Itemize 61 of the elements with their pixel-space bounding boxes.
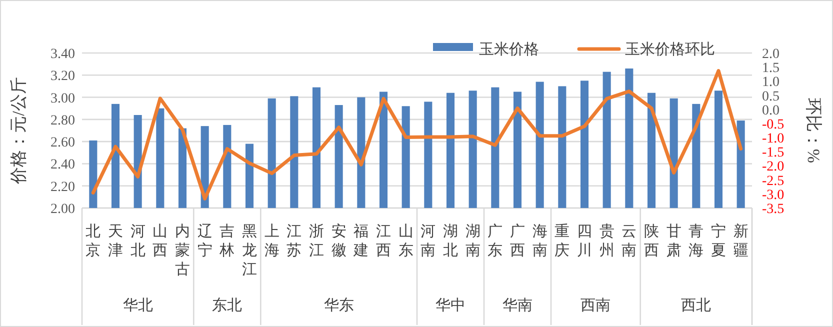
y2-tick-label: 1.0 — [762, 75, 780, 90]
x-tick-label: 广西 — [510, 223, 525, 259]
x-tick-label: 云南 — [622, 224, 637, 259]
x-tick-label: 湖北 — [443, 223, 458, 259]
legend-label: 玉米价格环比 — [625, 41, 715, 58]
x-tick-label: 福建 — [352, 223, 369, 259]
x-tick-label: 北京 — [86, 223, 101, 259]
y2-tick-label: -3.5 — [762, 202, 784, 217]
x-tick-label: 山东 — [398, 223, 414, 259]
y-tick-label: 3.00 — [50, 91, 75, 106]
x-tick-label: 重庆 — [554, 223, 570, 259]
x-tick-label: 内蒙古 — [175, 223, 190, 278]
x-tick-label: 上海 — [264, 223, 280, 259]
y-tick-label: 2.20 — [50, 180, 75, 195]
legend-label: 玉米价格 — [479, 41, 539, 58]
x-tick-label: 江苏 — [286, 223, 302, 259]
y2-tick-label: -0.5 — [762, 117, 784, 132]
x-tick-label: 吉林 — [218, 223, 235, 259]
y-axis-title: 价格：元/公斤 — [9, 77, 28, 185]
x-tick-label: 河北 — [130, 223, 146, 259]
x-tick-label: 江西 — [376, 223, 391, 259]
x-tick-label: 黑龙江 — [242, 224, 257, 278]
y2-tick-label: -1.5 — [762, 146, 784, 161]
y-tick-label: 2.60 — [50, 136, 75, 151]
x-tick-label: 海南 — [532, 223, 548, 259]
x-tick-label: 浙江 — [309, 223, 324, 259]
text: 华中 — [436, 297, 466, 314]
x-tick-label: 天津 — [108, 224, 123, 259]
y-tick-label: 2.40 — [50, 158, 75, 173]
x-tick-label: 甘肃 — [666, 223, 682, 259]
y-tick-label: 3.40 — [50, 47, 75, 62]
text: 华南 — [502, 297, 532, 314]
x-tick-label: 宁夏 — [711, 223, 726, 259]
x-tick-label: 青海 — [688, 223, 704, 259]
x-tick-label: 河南 — [420, 223, 436, 259]
y2-tick-label: -2.5 — [762, 174, 784, 189]
y2-tick-label: 2.0 — [762, 47, 780, 62]
y2-tick-label: -2.0 — [762, 160, 784, 175]
y2-tick-label: -1.0 — [762, 132, 784, 147]
y-tick-label: 2.80 — [50, 113, 75, 128]
text: 西南 — [580, 297, 611, 314]
y-tick-label: 3.20 — [50, 69, 75, 84]
text: 华东 — [324, 297, 354, 314]
x-tick-label: 湖南 — [465, 223, 480, 259]
x-tick-label: 贵州 — [599, 223, 614, 259]
y2-tick-label: 1.5 — [762, 61, 780, 76]
y2-tick-label: 0.5 — [762, 89, 780, 104]
y2-axis-title: 环比：% — [804, 98, 823, 164]
x-tick-label: 辽宁 — [197, 223, 212, 259]
y2-tick-label: -3.0 — [762, 188, 784, 203]
text: 东北 — [212, 297, 242, 314]
x-tick-label: 四川 — [577, 224, 592, 259]
text: 华北 — [122, 297, 153, 314]
x-tick-label: 新疆 — [733, 223, 748, 259]
x-tick-label: 山西 — [152, 223, 168, 259]
x-tick-label: 安徽 — [331, 223, 346, 259]
y-tick-label: 2.00 — [50, 202, 75, 217]
x-tick-label: 广东 — [488, 223, 503, 259]
text: 西北 — [681, 297, 712, 314]
x-tick-label: 陕西 — [644, 223, 659, 259]
y2-tick-label: 0.0 — [762, 103, 780, 118]
